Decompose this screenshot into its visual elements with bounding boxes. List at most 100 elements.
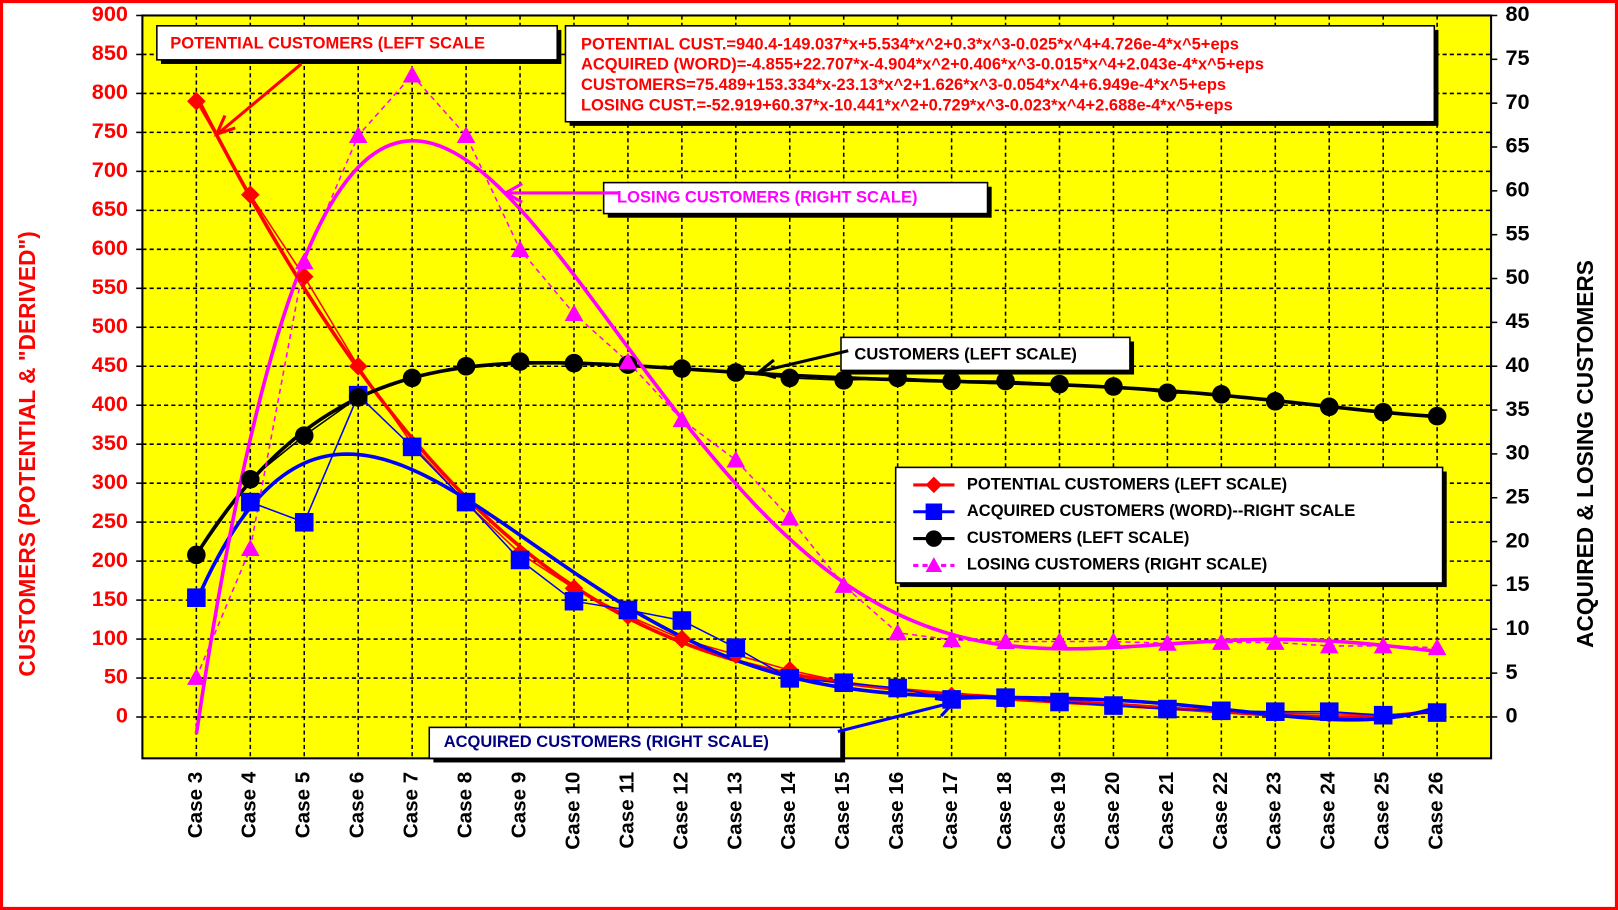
- x-tick-label: Case 10: [561, 772, 584, 850]
- y-tick-label: 750: [92, 118, 128, 143]
- equation: CUSTOMERS=75.489+153.334*x-23.13*x^2+1.6…: [581, 76, 1226, 94]
- marker-square: [1427, 703, 1447, 722]
- marker-circle: [834, 370, 853, 390]
- y-axis-label: CUSTOMERS (POTENTIAL & "DERIVED"): [14, 231, 40, 676]
- marker-square: [456, 492, 476, 512]
- y-tick-label: 900: [92, 1, 128, 26]
- annotation-text: POTENTIAL CUSTOMERS (LEFT SCALE: [170, 35, 485, 53]
- marker-circle: [294, 426, 314, 445]
- y-tick-label: 600: [92, 235, 128, 260]
- marker-square: [564, 591, 584, 611]
- y2-tick-label: 65: [1506, 133, 1530, 158]
- marker-triangle: [996, 632, 1015, 649]
- marker-triangle: [456, 126, 476, 144]
- y-tick-label: 100: [92, 625, 128, 650]
- marker-square: [294, 513, 314, 532]
- y-tick-label: 450: [92, 352, 128, 377]
- y2-tick-label: 40: [1506, 352, 1530, 377]
- y2-tick-label: 15: [1506, 571, 1530, 596]
- y2-tick-label: 50: [1506, 264, 1530, 289]
- marker-circle: [780, 368, 800, 388]
- marker-square: [618, 600, 638, 620]
- y-tick-label: 250: [92, 508, 128, 533]
- y-tick-label: 650: [92, 196, 128, 221]
- marker-diamond: [925, 476, 943, 494]
- equation: ACQUIRED (WORD)=-4.855+22.707*x-4.904*x^…: [581, 55, 1264, 73]
- marker-triangle: [1427, 638, 1447, 656]
- marker-square: [241, 492, 260, 512]
- marker-square: [187, 588, 206, 607]
- marker-triangle: [618, 352, 638, 370]
- marker-square: [726, 638, 746, 657]
- annotation-text: LOSING CUSTOMERS (RIGHT SCALE): [617, 188, 917, 206]
- marker-square: [1158, 699, 1177, 719]
- marker-square: [1266, 702, 1285, 721]
- marker-triangle: [726, 450, 746, 468]
- y2-tick-label: 35: [1506, 396, 1530, 421]
- y-tick-label: 200: [92, 547, 128, 572]
- y2-tick-label: 45: [1506, 308, 1530, 333]
- y-tick-label: 700: [92, 157, 128, 182]
- annotation-text: ACQUIRED CUSTOMERS (RIGHT SCALE): [444, 733, 769, 751]
- annotation-potential: POTENTIAL CUSTOMERS (LEFT SCALE: [156, 25, 562, 137]
- marker-square: [996, 688, 1015, 707]
- annotation-customers: CUSTOMERS (LEFT SCALE): [755, 336, 1135, 380]
- y-tick-label: 400: [92, 391, 128, 416]
- x-tick-label: Case 22: [1209, 772, 1232, 850]
- marker-square: [510, 550, 530, 570]
- marker-square: [888, 678, 907, 698]
- marker-triangle: [942, 630, 961, 648]
- marker-circle: [1319, 397, 1339, 417]
- marker-circle: [402, 368, 422, 388]
- equation: POTENTIAL CUST.=940.4-149.037*x+5.534*x^…: [581, 36, 1239, 54]
- y2-tick-label: 10: [1506, 615, 1530, 640]
- marker-square: [1104, 696, 1123, 715]
- legend-label: LOSING CUSTOMERS (RIGHT SCALE): [967, 556, 1267, 574]
- annotation-text: CUSTOMERS (LEFT SCALE): [854, 345, 1076, 363]
- y-tick-label: 300: [92, 469, 128, 494]
- x-tick-label: Case 15: [831, 772, 854, 850]
- y-tick-label: 0: [116, 703, 128, 728]
- x-tick-label: Case 16: [885, 772, 908, 850]
- x-tick-label: Case 7: [400, 772, 423, 839]
- y2-axis-label: ACQUIRED & LOSING CUSTOMERS: [1572, 260, 1598, 648]
- y2-tick-label: 75: [1506, 45, 1530, 70]
- marker-circle: [564, 353, 584, 373]
- y2-tick-label: 0: [1506, 703, 1518, 728]
- x-tick-label: Case 8: [454, 772, 477, 839]
- x-tick-label: Case 17: [939, 772, 962, 850]
- x-tick-label: Case 26: [1425, 772, 1448, 850]
- marker-triangle: [1373, 636, 1393, 654]
- marker-circle: [456, 356, 476, 376]
- marker-triangle: [780, 508, 800, 526]
- marker-circle: [925, 530, 943, 547]
- marker-triangle: [402, 65, 422, 83]
- x-tick-label: Case 19: [1047, 772, 1070, 850]
- x-tick-label: Case 4: [238, 771, 261, 838]
- y-tick-label: 50: [104, 664, 128, 689]
- x-tick-label: Case 25: [1371, 772, 1394, 850]
- marker-triangle: [1158, 634, 1177, 651]
- marker-triangle: [510, 240, 530, 258]
- fit-curve: [194, 138, 1438, 735]
- marker-circle: [672, 359, 692, 378]
- marker-square: [402, 437, 422, 457]
- marker-square: [1050, 692, 1069, 712]
- x-tick-label: Case 5: [292, 772, 315, 839]
- marker-triangle: [1319, 636, 1339, 654]
- y-tick-label: 150: [92, 586, 128, 611]
- marker-circle: [996, 371, 1015, 391]
- marker-triangle: [241, 539, 260, 557]
- series-line: [195, 73, 1438, 678]
- y2-tick-label: 5: [1506, 659, 1518, 684]
- annotation-acquired: ACQUIRED CUSTOMERS (RIGHT SCALE): [428, 696, 958, 763]
- marker-circle: [241, 469, 260, 489]
- marker-triangle: [1050, 632, 1069, 649]
- marker-triangle: [564, 304, 584, 322]
- x-tick-label: Case 12: [669, 772, 692, 850]
- x-tick-label: Case 21: [1155, 772, 1178, 850]
- marker-circle: [1266, 392, 1285, 411]
- marker-triangle: [1212, 633, 1231, 650]
